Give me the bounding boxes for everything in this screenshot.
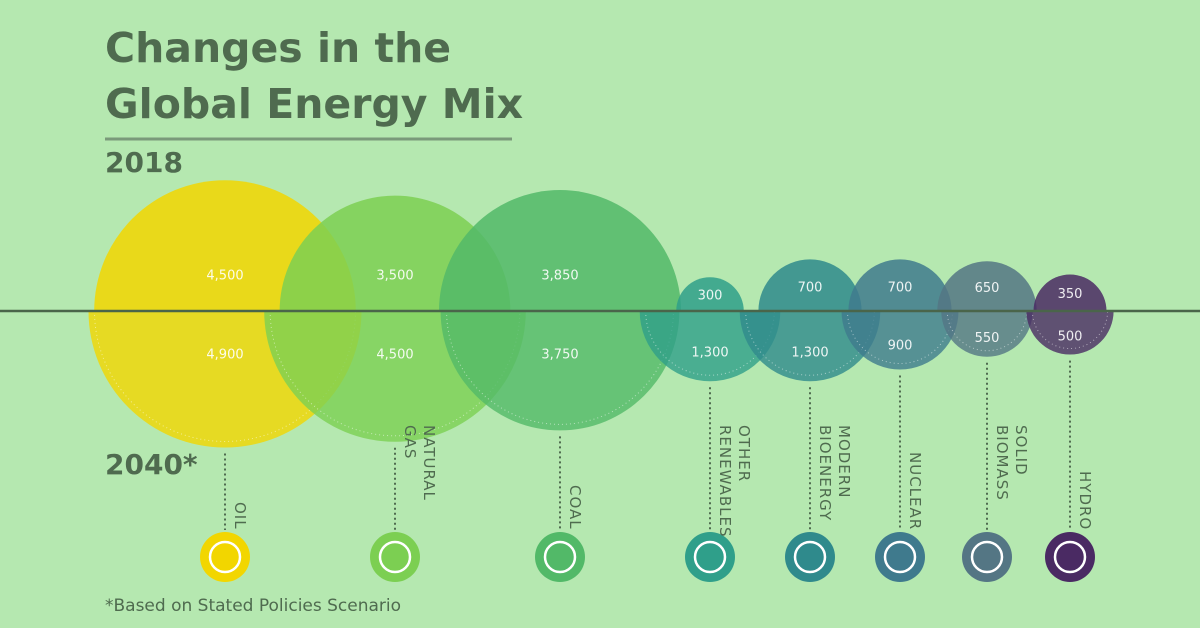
value-label: 900: [888, 339, 913, 354]
category-label: NATURAL GAS: [401, 425, 438, 501]
category-label: MODERN BIOENERGY: [816, 425, 853, 522]
category-label: HYDRO: [1076, 470, 1094, 530]
value-label: 3,500: [376, 269, 413, 284]
value-label: 1,300: [691, 346, 728, 361]
value-label: 1,300: [791, 346, 828, 361]
value-label: 4,500: [376, 348, 413, 363]
icon-ring: [793, 540, 827, 574]
icon: [370, 532, 420, 582]
bubble-2040: [941, 311, 1033, 357]
chart-title: Changes in the Global Energy Mix: [105, 24, 524, 128]
value-label: 350: [1058, 287, 1083, 302]
top-label: 2018: [105, 146, 183, 179]
value-label: 700: [888, 280, 913, 295]
icon-ring: [543, 540, 577, 574]
value-label: 4,500: [206, 269, 243, 284]
icon: [962, 532, 1012, 582]
category-label: OTHER RENEWABLES: [716, 425, 753, 538]
icon: [785, 532, 835, 582]
icon-ring: [1053, 540, 1087, 574]
icon-ring: [883, 540, 917, 574]
bubble-2018: [676, 277, 744, 311]
value-label: 4,900: [206, 348, 243, 363]
category-label: NUCLEAR: [906, 451, 924, 530]
value-label: 3,750: [541, 348, 578, 363]
bubble-2018: [937, 261, 1037, 311]
value-label: 300: [698, 288, 723, 303]
icon-ring: [970, 540, 1004, 574]
bubble-outline: [94, 310, 356, 442]
bubble-2018: [848, 259, 952, 311]
bubble-2018: [758, 259, 862, 311]
category-label: SOLID BIOMASS: [993, 425, 1030, 501]
icon: [535, 532, 585, 582]
value-label: 3,850: [541, 269, 578, 284]
category-label: OIL: [231, 502, 249, 530]
footnote: *Based on Stated Policies Scenario: [105, 596, 402, 616]
icon: [875, 532, 925, 582]
bubble-outline: [1031, 310, 1109, 349]
bubble-2040: [1026, 311, 1114, 355]
icon: [1045, 532, 1095, 582]
bubble-2018: [1033, 274, 1107, 311]
value-label: 500: [1058, 330, 1083, 345]
icon-ring: [208, 540, 242, 574]
icon-ring: [693, 540, 727, 574]
icon-ring: [378, 540, 412, 574]
value-label: 700: [798, 280, 823, 295]
value-label: 550: [975, 331, 1000, 346]
value-label: 650: [975, 281, 1000, 296]
bottom-label: 2040*: [105, 448, 198, 481]
category-label: COAL: [566, 485, 584, 530]
bubble-2018: [439, 190, 681, 311]
icon: [685, 532, 735, 582]
bubble-2040: [841, 311, 959, 370]
bubble-2040: [440, 311, 680, 431]
icon: [200, 532, 250, 582]
